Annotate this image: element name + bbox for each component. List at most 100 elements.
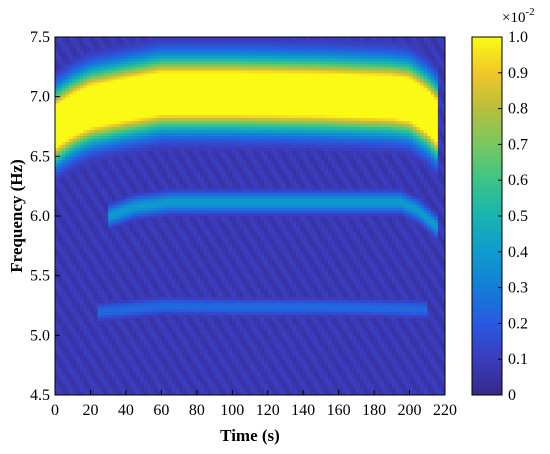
heatmap-cell	[133, 314, 138, 319]
heatmap-cell	[62, 224, 67, 229]
heatmap-cell	[115, 380, 120, 384]
heatmap-cell	[83, 51, 88, 56]
heatmap-cell	[118, 266, 123, 271]
heatmap-cell	[161, 37, 166, 41]
heatmap-cell	[58, 233, 63, 238]
heatmap-cell	[58, 275, 63, 280]
heatmap-cell	[122, 350, 127, 354]
heatmap-cell	[76, 284, 81, 289]
heatmap-cell	[122, 242, 127, 247]
heatmap-cell	[72, 374, 77, 378]
heatmap-cell	[83, 102, 88, 107]
heatmap-cell	[101, 251, 106, 256]
heatmap-cell	[101, 192, 106, 196]
heatmap-cell	[65, 171, 70, 175]
heatmap-cell	[76, 177, 81, 181]
heatmap-cell	[65, 278, 70, 283]
heatmap-cell	[90, 374, 95, 378]
heatmap-cell	[129, 326, 134, 330]
heatmap-cell	[133, 147, 138, 151]
heatmap-cell	[125, 254, 131, 259]
heatmap-cell	[65, 254, 70, 259]
heatmap-cell	[104, 99, 109, 104]
heatmap-cell	[101, 311, 106, 316]
heatmap-cell	[58, 320, 63, 324]
heatmap-cell	[122, 102, 127, 107]
heatmap-cell	[86, 72, 92, 77]
heatmap-cell	[133, 236, 138, 241]
heatmap-cell	[90, 204, 95, 208]
heatmap-cell	[55, 141, 60, 145]
heatmap-cell	[76, 48, 81, 53]
heatmap-cell	[79, 290, 84, 295]
heatmap-cell	[69, 216, 74, 220]
heatmap-cell	[86, 260, 92, 265]
heatmap-cell	[69, 272, 74, 277]
heatmap-cell	[86, 198, 92, 202]
heatmap-cell	[90, 368, 95, 372]
heatmap-cell	[62, 314, 67, 319]
heatmap-cell	[55, 192, 60, 196]
heatmap-cell	[69, 290, 74, 295]
heatmap-cell	[108, 99, 113, 104]
heatmap-cell	[76, 266, 81, 271]
heatmap-cell	[108, 338, 113, 342]
heatmap-cell	[65, 51, 70, 56]
heatmap-cell	[115, 45, 120, 50]
heatmap-cell	[86, 105, 92, 110]
heatmap-cell	[122, 66, 127, 71]
heatmap-cell	[55, 207, 60, 211]
heatmap-cell	[94, 99, 99, 104]
heatmap-cell	[69, 383, 74, 387]
heatmap-cell	[79, 201, 84, 205]
heatmap-cell	[129, 102, 134, 107]
heatmap-cell	[133, 84, 138, 89]
heatmap-cell	[97, 275, 102, 280]
heatmap-cell	[125, 195, 131, 199]
heatmap-cell	[58, 338, 63, 342]
heatmap-cell	[104, 114, 109, 119]
heatmap-cell	[55, 383, 60, 387]
heatmap-cell	[72, 275, 77, 280]
heatmap-cell	[111, 138, 116, 143]
heatmap-cell	[58, 174, 63, 178]
heatmap-cell	[111, 236, 116, 241]
heatmap-cell	[118, 296, 123, 301]
heatmap-cell	[65, 102, 70, 107]
heatmap-cell	[97, 245, 102, 250]
heatmap-cell	[94, 51, 99, 56]
heatmap-cell	[122, 257, 127, 262]
heatmap-cell	[94, 320, 99, 324]
heatmap-cell	[79, 37, 84, 41]
heatmap-cell	[115, 365, 120, 369]
heatmap-cell	[72, 102, 77, 107]
heatmap-cell	[65, 290, 70, 295]
heatmap-cell	[104, 150, 109, 154]
heatmap-cell	[58, 96, 63, 101]
heatmap-cell	[118, 335, 123, 339]
heatmap-cell	[58, 350, 63, 354]
heatmap-cell	[111, 42, 116, 47]
heatmap-cell	[108, 275, 113, 280]
heatmap-cell	[115, 269, 120, 274]
heatmap-cell	[69, 386, 74, 390]
heatmap-cell	[55, 57, 60, 62]
heatmap-cell	[125, 165, 131, 169]
heatmap-cell	[129, 201, 134, 205]
heatmap-cell	[76, 204, 81, 208]
heatmap-cell	[62, 90, 67, 95]
heatmap-cell	[111, 84, 116, 89]
heatmap-cell	[122, 230, 127, 235]
heatmap-cell	[90, 287, 95, 292]
heatmap-cell	[118, 260, 123, 265]
heatmap-cell	[90, 129, 95, 134]
heatmap-cell	[125, 314, 131, 319]
heatmap-cell	[86, 150, 92, 154]
heatmap-cell	[108, 341, 113, 345]
heatmap-cell	[72, 269, 77, 274]
heatmap-cell	[65, 60, 70, 65]
heatmap-cell	[76, 374, 81, 378]
heatmap-cell	[55, 350, 60, 354]
heatmap-cell	[108, 75, 113, 80]
heatmap-cell	[62, 198, 67, 202]
